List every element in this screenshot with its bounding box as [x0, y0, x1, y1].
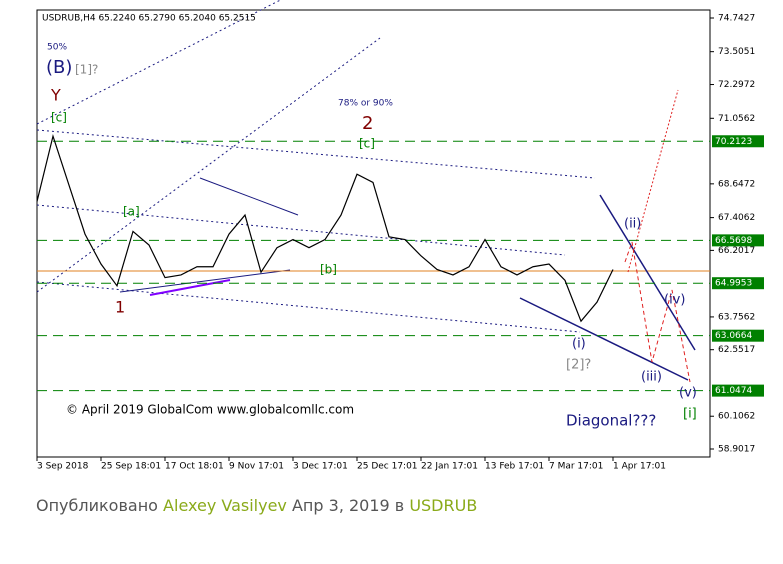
x-tick-label: 1 Apr 17:01	[613, 462, 666, 472]
y-tick-label: 71.0562	[718, 114, 755, 124]
level-box	[712, 135, 764, 148]
x-tick-label: 25 Sep 18:01	[101, 462, 161, 472]
wave-label: (v)	[679, 386, 697, 401]
wave-label: [c]	[359, 137, 375, 151]
copyright: © April 2019 GlobalCom www.globalcomllc.…	[66, 403, 354, 417]
y-tick-label: 67.4062	[718, 213, 755, 223]
y-tick-label: 58.9017	[718, 445, 755, 455]
footer-date: Апр 3, 2019 в	[291, 496, 405, 515]
wave-label: [i]	[683, 407, 697, 422]
level-label: 70.2123	[715, 137, 752, 147]
y-tick-label: 60.1062	[718, 412, 755, 422]
y-tick-label: 73.5051	[718, 47, 755, 57]
x-tick-label: 25 Dec 17:01	[357, 462, 418, 472]
wave-label: [c]	[51, 111, 67, 125]
level-label: 64.9953	[715, 279, 752, 289]
plot-frame	[36, 9, 711, 458]
diagonal-line	[519, 297, 689, 381]
forecast-path	[627, 89, 679, 273]
symbol[interactable]: USDRUB	[409, 496, 478, 515]
wave-label: (i)	[572, 337, 586, 352]
y-tick-label: 74.7427	[718, 14, 755, 24]
wave-label: 1	[115, 298, 125, 317]
trend-line	[149, 279, 231, 296]
wave-label: [b]	[320, 263, 337, 277]
level-label: 63.0664	[715, 331, 752, 341]
wave-label: 50%	[47, 43, 67, 53]
footer: Опубликовано Alexey Vasilyev Апр 3, 2019…	[36, 496, 477, 515]
x-tick-label: 7 Mar 17:01	[549, 462, 603, 472]
wave-label: [1]?	[75, 63, 98, 77]
y-tick-label: 66.2017	[718, 246, 755, 256]
wave-label: 78% or 90%	[338, 99, 393, 109]
footer-prefix: Опубликовано	[36, 496, 158, 515]
x-tick-label: 17 Oct 18:01	[165, 462, 224, 472]
level-box	[712, 234, 764, 247]
wave-label: 2	[362, 113, 373, 134]
chart: USDRUB,H4 65.2240 65.2790 65.2040 65.251…	[36, 0, 764, 472]
x-tick-label: 3 Dec 17:01	[293, 462, 348, 472]
x-tick-label: 9 Nov 17:01	[229, 462, 284, 472]
channel-line	[36, 281, 581, 333]
wave-label: Diagonal???	[566, 412, 656, 430]
wave-label: (B)	[46, 57, 72, 78]
level-label: 66.5698	[715, 236, 752, 246]
level-label: 61.0474	[715, 386, 752, 396]
y-tick-label: 62.5517	[718, 345, 755, 355]
x-tick-label: 3 Sep 2018	[37, 462, 89, 472]
y-tick-label: 63.7562	[718, 312, 755, 322]
x-tick-label: 22 Jan 17:01	[421, 462, 478, 472]
trend-line	[119, 269, 291, 293]
chart-header: USDRUB,H4 65.2240 65.2790 65.2040 65.251…	[42, 14, 256, 24]
channel-line	[36, 129, 596, 179]
wave-label: [2]?	[566, 358, 591, 373]
level-box	[712, 277, 764, 290]
x-tick-label: 13 Feb 17:01	[485, 462, 544, 472]
author[interactable]: Alexey Vasilyev	[163, 496, 287, 515]
forecast-path	[624, 241, 691, 383]
channel-line	[36, 37, 381, 293]
y-tick-label: 72.2972	[718, 80, 755, 90]
trend-line	[199, 177, 299, 216]
y-tick-label: 68.6472	[718, 179, 755, 189]
level-box	[712, 384, 764, 397]
wave-label: (iii)	[641, 370, 662, 385]
wave-label: [a]	[123, 205, 140, 219]
channel-line	[36, 0, 282, 125]
wave-label: (iv)	[664, 293, 685, 308]
wave-label: (ii)	[624, 217, 641, 232]
channel-line	[36, 204, 566, 256]
wave-label: Y	[50, 86, 61, 105]
level-box	[712, 329, 764, 342]
price-series	[36, 133, 614, 323]
